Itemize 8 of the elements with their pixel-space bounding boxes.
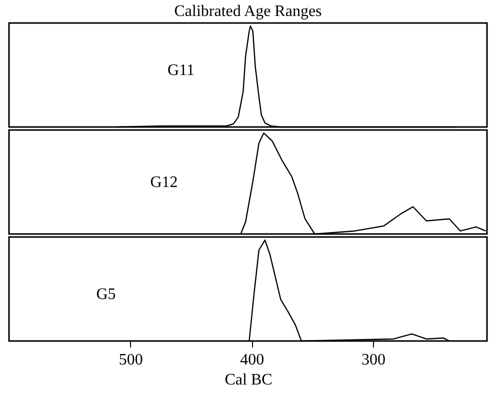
x-tick-label: 500 bbox=[118, 352, 143, 368]
x-axis-title: Cal BC bbox=[224, 372, 272, 388]
text: G5 bbox=[96, 286, 116, 304]
text: G12 bbox=[150, 174, 178, 191]
chart-title: Calibrated Age Ranges bbox=[174, 3, 322, 20]
text: G11 bbox=[168, 62, 194, 79]
x-tick-label: 300 bbox=[361, 352, 386, 368]
x-tick-label: 400 bbox=[240, 352, 264, 368]
